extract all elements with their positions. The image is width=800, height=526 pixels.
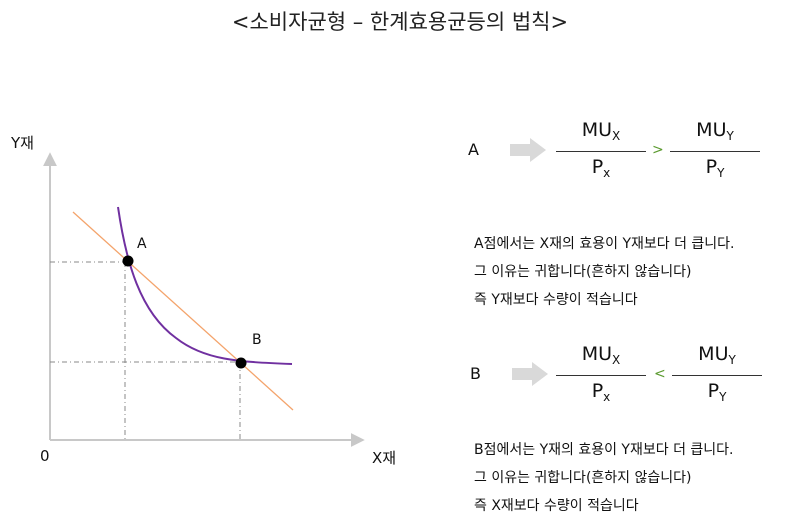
case-a-rhs-fraction: MUY PY (670, 118, 760, 185)
case-b-rhs-fraction: MUY PY (672, 342, 762, 409)
case-a-explanation: A점에서는 X재의 효용이 Y재보다 더 큽니다. 그 이유는 귀합니다(흔하지… (474, 230, 735, 314)
case-b-explanation: B점에서는 Y재의 효용이 Y재보다 더 큽니다. 그 이유는 귀합니다(흔하지… (474, 436, 734, 520)
case-b-explanation-line: 그 이유는 귀합니다(흔하지 않습니다) (474, 470, 692, 486)
case-b-lhs-fraction: MUX Px (556, 342, 646, 409)
case-a-comparator: > (652, 142, 664, 158)
case-a-explanation-line: 그 이유는 귀합니다(흔하지 않습니다) (474, 264, 692, 280)
y-axis-label: Y재 (11, 134, 34, 152)
origin-label: 0 (40, 447, 50, 465)
x-axis-label: X재 (372, 449, 397, 467)
point-a (122, 255, 134, 267)
consumer-equilibrium-graph (43, 152, 365, 447)
case-b-explanation-line: 즉 X재보다 수량이 적습니다 (474, 498, 639, 514)
case-a-explanation-line: A점에서는 X재의 효용이 Y재보다 더 큽니다. (474, 236, 735, 252)
indifference-curve (117, 206, 293, 365)
case-b-label: B (470, 364, 481, 383)
right-arrow-icon (510, 138, 546, 162)
page-title: <소비자균형 – 한계효용균등의 법칙> (231, 10, 569, 34)
case-a-label: A (468, 140, 479, 159)
point-a-label: A (137, 236, 147, 252)
right-arrow-icon (512, 362, 548, 386)
case-a-lhs-fraction: MUX Px (556, 118, 646, 185)
case-b-comparator: < (654, 366, 666, 382)
case-b-explanation-line: B점에서는 Y재의 효용이 Y재보다 더 큽니다. (474, 442, 734, 458)
point-b-label: B (252, 332, 262, 348)
point-b (235, 357, 247, 369)
case-a-explanation-line: 즉 Y재보다 수량이 적습니다 (474, 292, 638, 308)
budget-line (72, 211, 294, 411)
